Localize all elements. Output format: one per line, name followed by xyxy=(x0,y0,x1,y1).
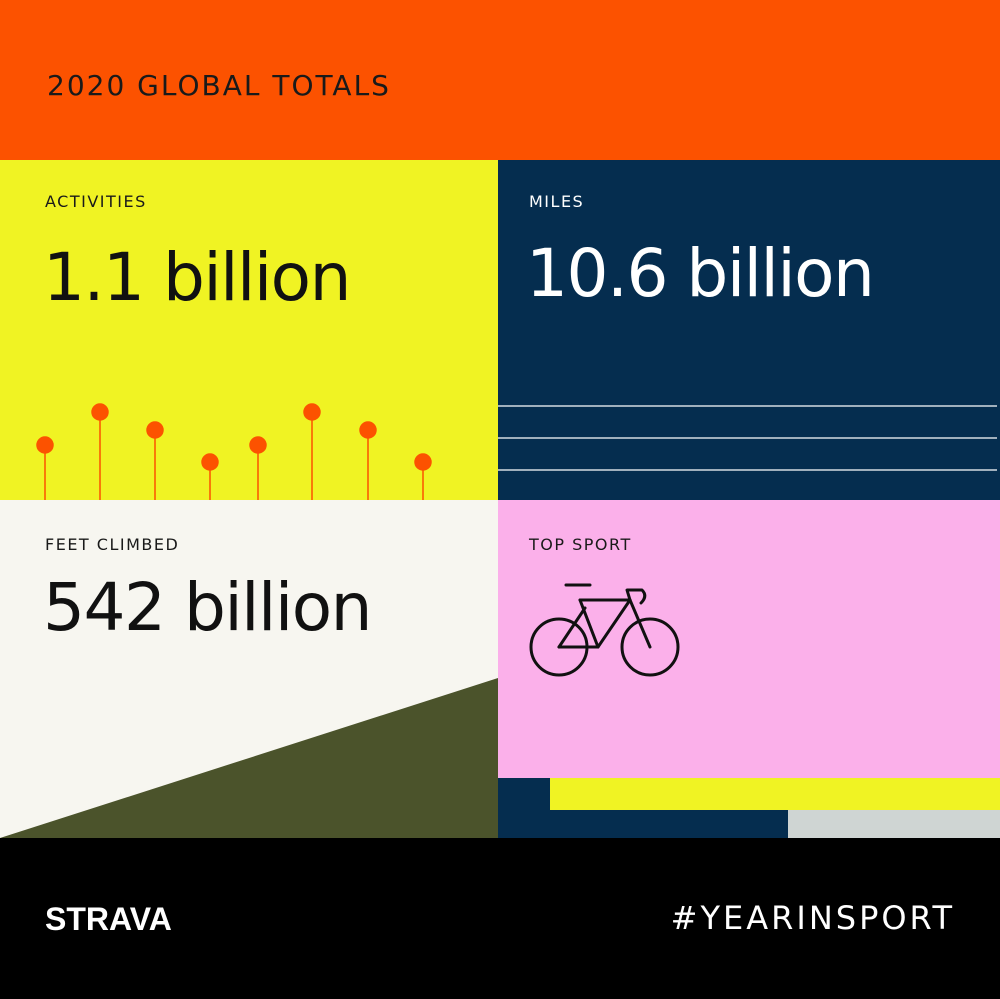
slope xyxy=(0,678,498,838)
panel-value: 10.6 billion xyxy=(526,235,873,312)
lollipops xyxy=(36,403,432,500)
panel-value: 1.1 billion xyxy=(43,239,350,316)
footer xyxy=(0,838,1000,999)
lanes xyxy=(498,405,997,471)
brand-logo: STRAVA xyxy=(45,901,172,937)
panel-value: 542 billion xyxy=(43,569,371,646)
bicycle-icon xyxy=(529,583,680,677)
panel-label: ACTIVITIES xyxy=(45,192,147,211)
panel-label: TOP SPORT xyxy=(528,535,632,554)
miles-panel xyxy=(498,160,1000,500)
stripe-gray xyxy=(788,810,1000,838)
sport-panel xyxy=(498,500,1000,778)
panel-label: FEET CLIMBED xyxy=(45,535,179,554)
header-band xyxy=(0,0,1000,160)
panel-label: MILES xyxy=(529,192,584,211)
activities-panel xyxy=(0,160,498,500)
hashtag: #YEARINSPORT xyxy=(671,899,955,937)
stripe-yellow xyxy=(550,778,1000,810)
title: 2020 GLOBAL TOTALS xyxy=(47,69,391,102)
